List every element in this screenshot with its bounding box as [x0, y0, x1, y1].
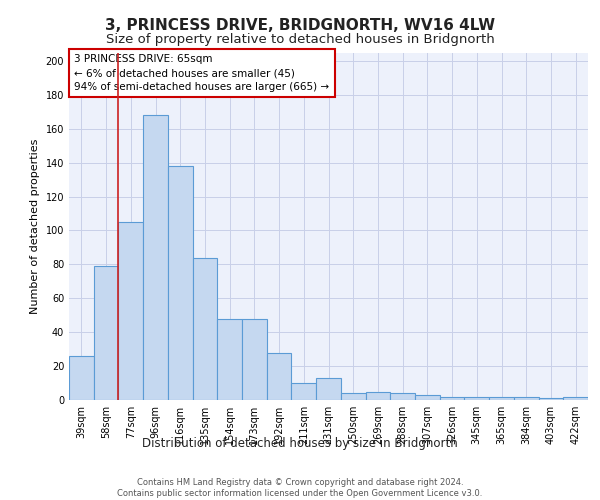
Bar	[341, 393, 365, 400]
Bar	[217, 318, 242, 400]
Text: 3 PRINCESS DRIVE: 65sqm
← 6% of detached houses are smaller (45)
94% of semi-det: 3 PRINCESS DRIVE: 65sqm ← 6% of detached…	[74, 54, 329, 92]
Bar	[489, 396, 514, 400]
Bar	[316, 378, 341, 400]
Bar	[193, 258, 217, 400]
Text: 3, PRINCESS DRIVE, BRIDGNORTH, WV16 4LW: 3, PRINCESS DRIVE, BRIDGNORTH, WV16 4LW	[105, 18, 495, 32]
Bar	[69, 356, 94, 400]
Bar	[143, 115, 168, 400]
Bar	[365, 392, 390, 400]
Bar	[267, 352, 292, 400]
Bar	[415, 395, 440, 400]
Y-axis label: Number of detached properties: Number of detached properties	[30, 138, 40, 314]
Bar	[539, 398, 563, 400]
Bar	[168, 166, 193, 400]
Bar	[440, 396, 464, 400]
Text: Distribution of detached houses by size in Bridgnorth: Distribution of detached houses by size …	[142, 438, 458, 450]
Bar	[514, 396, 539, 400]
Bar	[464, 396, 489, 400]
Text: Size of property relative to detached houses in Bridgnorth: Size of property relative to detached ho…	[106, 32, 494, 46]
Bar	[94, 266, 118, 400]
Bar	[390, 393, 415, 400]
Bar	[563, 396, 588, 400]
Bar	[242, 318, 267, 400]
Bar	[118, 222, 143, 400]
Bar	[292, 383, 316, 400]
Text: Contains HM Land Registry data © Crown copyright and database right 2024.
Contai: Contains HM Land Registry data © Crown c…	[118, 478, 482, 498]
